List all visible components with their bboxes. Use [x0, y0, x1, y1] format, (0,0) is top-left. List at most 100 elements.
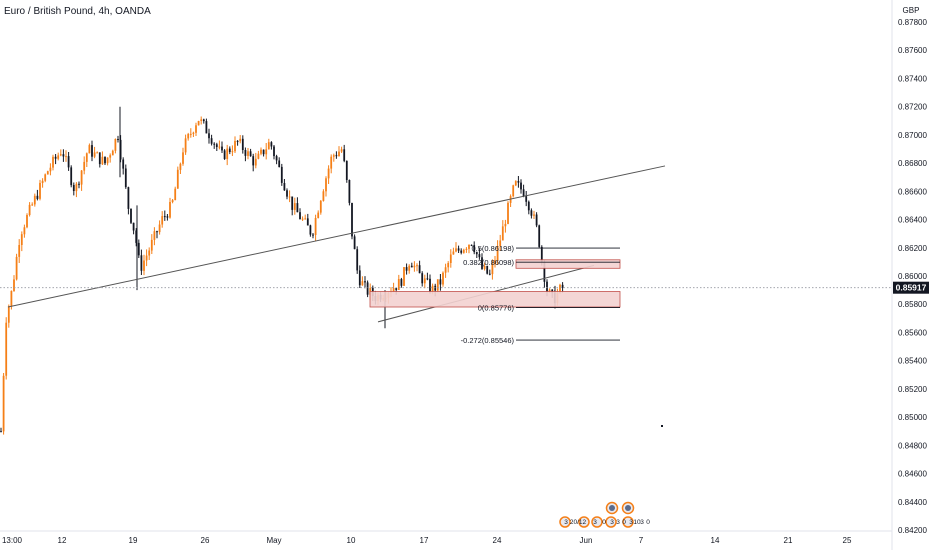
candle-body: [351, 202, 353, 237]
candle-body: [486, 266, 489, 274]
candle-body: [80, 170, 83, 185]
event-count-label: 10: [633, 519, 641, 526]
candle-body: [340, 149, 343, 152]
y-tick-label: 0.87800: [898, 18, 927, 27]
candle-body: [291, 196, 294, 210]
candle-body: [33, 195, 36, 205]
event-count-label: 0: [622, 519, 626, 526]
candle-body: [267, 142, 270, 150]
candle-body: [109, 155, 112, 158]
candle-body: [325, 178, 327, 192]
candle-body: [478, 254, 481, 258]
y-tick-label: 0.84800: [898, 441, 927, 450]
candle-body: [418, 265, 421, 274]
candle-body: [67, 156, 70, 168]
candle-body: [304, 218, 307, 220]
x-tick-label: 21: [784, 536, 793, 545]
candle-body: [527, 201, 530, 211]
candle-body: [512, 185, 515, 197]
candle-body: [234, 140, 236, 152]
candle-body: [39, 182, 41, 199]
candle-body: [145, 255, 148, 261]
candle-body: [361, 281, 364, 286]
y-tick-label: 0.85400: [898, 357, 927, 366]
candle-body: [312, 234, 314, 236]
candle-body: [400, 279, 403, 286]
y-tick-label: 0.84600: [898, 470, 927, 479]
candle-body: [187, 134, 190, 139]
candle-body: [481, 257, 483, 269]
event-icon[interactable]: [578, 516, 590, 528]
y-tick-label: 0.87600: [898, 46, 927, 55]
candle-body: [338, 151, 340, 156]
candle-body: [431, 285, 434, 292]
y-tick-label: 0.85600: [898, 328, 927, 337]
candle-body: [20, 234, 23, 245]
candle-body: [28, 204, 31, 215]
candle-body: [535, 214, 538, 226]
candle-body: [260, 149, 262, 154]
symbol-title: Euro / British Pound, 4h, OANDA: [4, 6, 151, 17]
candle-body: [192, 132, 195, 134]
time-axis[interactable]: 13:00 12 19 26 May 10 17 24 Jun 7 14 21 25: [2, 536, 852, 545]
chart-marker: [661, 425, 663, 427]
candle-body: [41, 180, 44, 183]
candle-body: [210, 138, 213, 144]
candle-body: [265, 149, 268, 155]
event-icon[interactable]: [622, 516, 634, 528]
candle-body: [213, 143, 216, 145]
candle-body: [270, 142, 273, 147]
price-axis[interactable]: 0.87800 0.87600 0.87400 0.87200 0.87000 0.868…: [898, 18, 927, 535]
candle-body: [280, 166, 283, 183]
candle-body: [236, 140, 239, 142]
candle-body: [93, 152, 96, 157]
candle-body: [88, 145, 91, 154]
event-count-label: 3: [610, 519, 614, 526]
candle-body: [124, 168, 127, 188]
candle-body: [275, 156, 278, 161]
candle-body: [83, 161, 86, 171]
candle-body: [62, 154, 65, 157]
candle-body: [392, 288, 395, 292]
candle-body: [494, 260, 496, 264]
y-tick-label: 0.86000: [898, 272, 927, 281]
candle-body: [395, 288, 398, 290]
y-tick-label: 0.85200: [898, 385, 927, 394]
event-count-label: 3: [564, 519, 568, 526]
candle-body: [119, 139, 122, 160]
candle-body: [546, 281, 548, 292]
events-layer: 3 20/12 3 0 3 3 0 3 10 3 0: [559, 501, 650, 528]
fib-level-label: 0(0.85776): [478, 304, 515, 313]
trendline-upper[interactable]: [7, 165, 666, 308]
zone-rectangle[interactable]: [515, 259, 621, 269]
event-icon[interactable]: [591, 516, 603, 528]
candle-body: [171, 200, 174, 202]
x-tick-label: 26: [201, 536, 210, 545]
candle-body: [130, 208, 132, 223]
candle-body: [26, 215, 28, 228]
candle-body: [403, 267, 405, 286]
candle-body: [460, 250, 463, 253]
candle-body: [182, 152, 184, 164]
event-icon[interactable]: [605, 516, 617, 528]
candle-body: [85, 153, 88, 162]
candle-body: [184, 138, 187, 153]
candle-body: [101, 156, 104, 165]
candle-body: [215, 144, 218, 147]
x-tick-label: 12: [58, 536, 67, 545]
zone-rectangle[interactable]: [369, 291, 621, 308]
candle-body: [540, 246, 543, 262]
candle-body: [262, 149, 265, 155]
candle-body: [75, 183, 78, 192]
candle-body: [514, 181, 517, 186]
x-tick-label: May: [266, 536, 281, 545]
x-tick-label: 19: [129, 536, 138, 545]
candle-body: [218, 146, 221, 148]
event-icon[interactable]: [559, 516, 571, 528]
candle-body: [322, 191, 325, 201]
last-price-tag-bg: [893, 281, 929, 294]
y-tick-label: 0.87000: [898, 131, 927, 140]
currency-label: GBP: [903, 6, 920, 15]
candle-body: [439, 279, 442, 285]
